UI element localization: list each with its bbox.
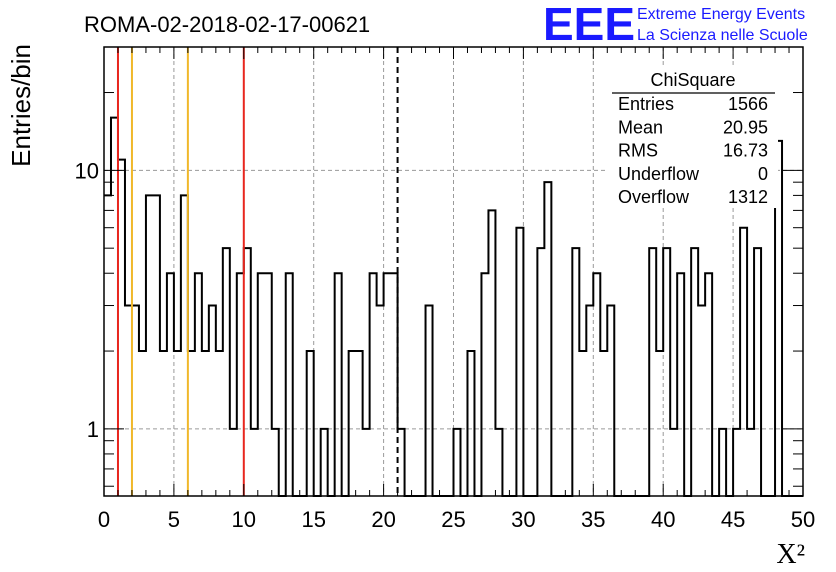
x-tick-label: 20 <box>371 507 395 532</box>
x-tick-labels: 0 5 10 15 20 25 30 35 40 45 50 <box>98 507 815 532</box>
stats-value: 20.95 <box>723 117 768 137</box>
stats-title: ChiSquare <box>650 70 735 90</box>
stats-box: ChiSquare Entries 1566 Mean 20.95 RMS 16.73 Un… <box>608 68 778 208</box>
x-tick-label: 5 <box>168 507 180 532</box>
logo-line-2: La Scienza nelle Scuole <box>637 27 808 44</box>
x-tick-label: 35 <box>581 507 605 532</box>
x-tick-label: 50 <box>791 507 815 532</box>
x-tick-label: 10 <box>232 507 256 532</box>
axis-ticks <box>103 46 804 496</box>
stats-label: Mean <box>618 117 663 137</box>
marker-lines <box>116 47 399 496</box>
x-tick-label: 30 <box>511 507 535 532</box>
eee-logo: EEE Extreme Energy Events La Scienza nel… <box>543 0 808 50</box>
logo-line-1: Extreme Energy Events <box>637 6 805 23</box>
stats-box-background <box>608 68 778 208</box>
stats-label: Overflow <box>618 187 690 207</box>
y-tick-labels: 1 10 <box>75 158 99 442</box>
x-tick-label: 25 <box>441 507 465 532</box>
y-axis-title: Entries/bin <box>6 44 36 167</box>
stats-value: 0 <box>758 164 768 184</box>
x-tick-label: 15 <box>301 507 325 532</box>
stats-value: 1312 <box>728 187 768 207</box>
stats-rows: Entries 1566 Mean 20.95 RMS 16.73 Underflow 0 Ov… <box>618 94 768 207</box>
y-tick-label: 10 <box>75 158 99 183</box>
chart-title: ROMA-02-2018-02-17-00621 <box>84 12 370 37</box>
stats-value: 16.73 <box>723 141 768 161</box>
x-tick-label: 40 <box>651 507 675 532</box>
x-axis-title: X² <box>776 539 805 570</box>
stats-label: RMS <box>618 141 658 161</box>
stats-label: Entries <box>618 94 674 114</box>
y-tick-label: 1 <box>87 417 99 442</box>
x-tick-label: 45 <box>721 507 745 532</box>
stats-label: Underflow <box>618 164 700 184</box>
x-tick-label: 0 <box>98 507 110 532</box>
stats-value: 1566 <box>728 94 768 114</box>
logo-mark: EEE <box>543 0 635 50</box>
